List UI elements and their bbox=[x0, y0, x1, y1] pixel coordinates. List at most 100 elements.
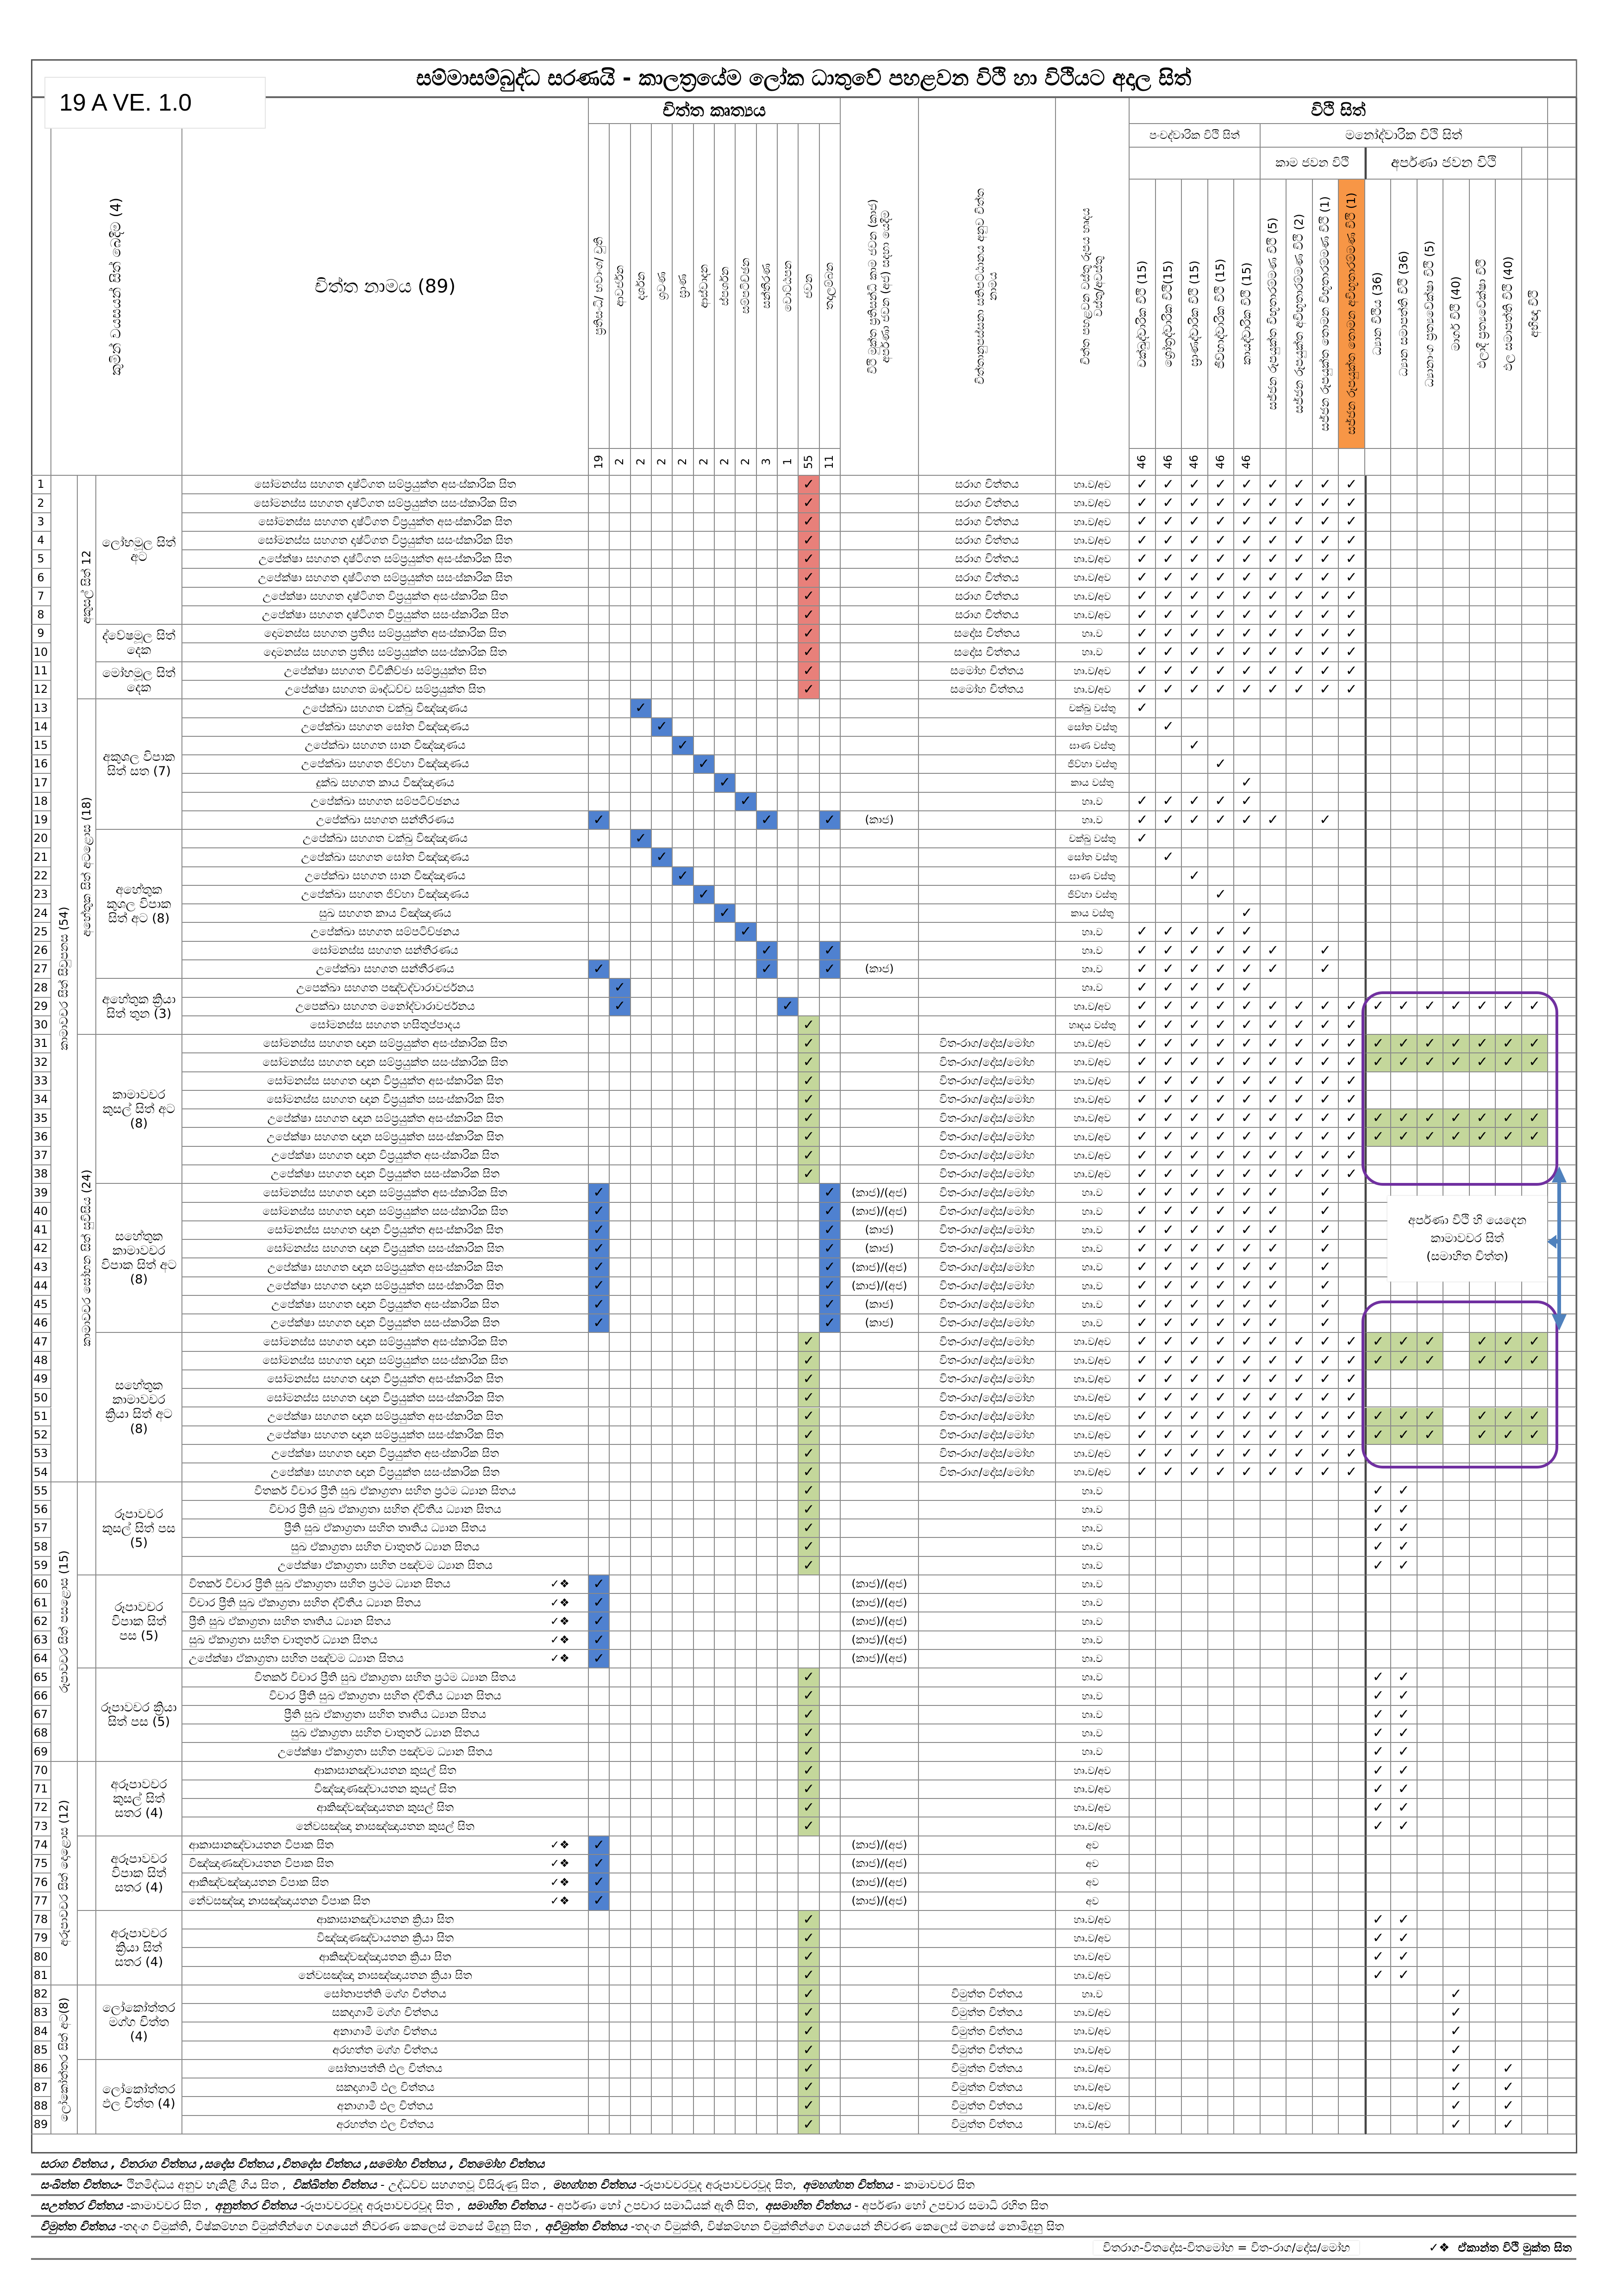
kicca-check-icon: ✓ bbox=[651, 848, 673, 867]
kicca-cell bbox=[631, 625, 652, 644]
citta-name: සෝමනස්ස සහගත සන්තීරණය bbox=[182, 941, 589, 961]
kicca-cell bbox=[610, 941, 631, 961]
vatthu-column-header: චිත්ත පහළවන වස්තු රූපය හෘදය වස්තු/අවස්තු bbox=[1056, 98, 1130, 476]
vithi-cell bbox=[1522, 643, 1548, 662]
vithi-check-icon: ✓ bbox=[1130, 960, 1156, 979]
vithi-cell bbox=[1182, 904, 1208, 923]
vithi-cell bbox=[1443, 531, 1470, 551]
kicca-cell bbox=[693, 848, 715, 867]
kj-cell bbox=[841, 625, 919, 644]
kicca-cell bbox=[631, 531, 652, 551]
kicca-cell bbox=[714, 699, 736, 718]
vithi-cell bbox=[1260, 718, 1287, 737]
kicca-column-header: ආවර්ජන bbox=[610, 124, 631, 449]
vithi-check-icon: ✓ bbox=[1156, 848, 1182, 867]
kicca-count: 2 bbox=[736, 449, 757, 476]
vithi-check-icon: ✓ bbox=[1339, 494, 1365, 513]
kicca-cell bbox=[819, 923, 841, 942]
vithi-cell bbox=[1548, 848, 1576, 867]
vithi-cell bbox=[1287, 923, 1313, 942]
kicca-cell bbox=[673, 699, 694, 718]
vithi-check-icon: ✓ bbox=[1182, 476, 1208, 495]
vithi-check-icon: ✓ bbox=[1182, 680, 1208, 700]
kicca-cell bbox=[777, 960, 799, 979]
vithi-check-icon: ✓ bbox=[1130, 569, 1156, 588]
kicca-cell bbox=[610, 513, 631, 532]
vithi-cell bbox=[1391, 867, 1418, 886]
kicca-cell bbox=[631, 848, 652, 867]
vithi-cell bbox=[1417, 680, 1443, 700]
vithi-cell bbox=[1391, 625, 1418, 644]
vithi-check-icon: ✓ bbox=[1260, 494, 1287, 513]
vithi-check-icon: ✓ bbox=[1339, 662, 1365, 681]
kicca-count: 2 bbox=[651, 449, 673, 476]
kicca-cell bbox=[673, 830, 694, 849]
vithi-check-icon: ✓ bbox=[1339, 680, 1365, 700]
kicca-cell bbox=[777, 830, 799, 849]
footer-def: -රූපාවචරවූද අරූපාවචරවූද සිත , bbox=[300, 2198, 461, 2212]
kicca-count: 2 bbox=[631, 449, 652, 476]
vatthu-cell: හෘ.ව bbox=[1056, 941, 1130, 961]
kicca-cell bbox=[714, 662, 736, 681]
citta-name: උපේක්ඛා සහගත සම්පටිච්ඡනය bbox=[182, 923, 589, 942]
vithi-cell bbox=[1469, 941, 1496, 961]
vithi-cell bbox=[1443, 885, 1470, 905]
kicca-cell bbox=[589, 662, 610, 681]
kicca-cell bbox=[631, 513, 652, 532]
vithi-check-icon: ✓ bbox=[1208, 662, 1234, 681]
vithi-check-icon: ✓ bbox=[1260, 811, 1287, 830]
vithi-column-header: කායද්වාරික විථි (15) bbox=[1234, 180, 1261, 449]
vithi-cell bbox=[1182, 718, 1208, 737]
kicca-cell bbox=[673, 811, 694, 830]
kicca-cell bbox=[693, 774, 715, 793]
vithi-cell bbox=[1548, 643, 1576, 662]
vithi-cell bbox=[1417, 550, 1443, 569]
vithi-check-icon: ✓ bbox=[1208, 587, 1234, 606]
vithi-check-icon: ✓ bbox=[1182, 587, 1208, 606]
row-number: 2 bbox=[31, 494, 51, 513]
vithi-cell bbox=[1417, 531, 1443, 551]
kicca-cell bbox=[777, 885, 799, 905]
vithi-cell bbox=[1548, 941, 1576, 961]
vithi-cell bbox=[1548, 494, 1576, 513]
vithi-cell bbox=[1365, 885, 1391, 905]
kicca-check-icon: ✓ bbox=[693, 885, 715, 905]
row-number: 7 bbox=[31, 587, 51, 606]
vithi-check-icon: ✓ bbox=[1260, 680, 1287, 700]
vithi-check-icon: ✓ bbox=[1182, 923, 1208, 942]
vithi-check-icon: ✓ bbox=[1339, 606, 1365, 625]
kicca-check-icon: ✓ bbox=[714, 904, 736, 923]
vithi-check-icon: ✓ bbox=[1234, 587, 1261, 606]
vithi-cell bbox=[1522, 550, 1548, 569]
kicca-cell bbox=[651, 830, 673, 849]
kicca-cell bbox=[651, 494, 673, 513]
vithi-cell bbox=[1339, 774, 1365, 793]
manodvara-header: මනෝද්වාරික විථි සිත් bbox=[1260, 124, 1548, 148]
vithi-cell bbox=[1469, 476, 1496, 495]
vithi-check-icon: ✓ bbox=[1182, 550, 1208, 569]
vithi-cell bbox=[1469, 513, 1496, 532]
vithi-cell bbox=[1469, 494, 1496, 513]
kicca-cell bbox=[777, 904, 799, 923]
citta-name: උපේක්ඛා සහගත ඝාන විඤ්ඤාණය bbox=[182, 736, 589, 756]
vithi-cell bbox=[1417, 830, 1443, 849]
vithi-cell bbox=[1469, 587, 1496, 606]
kicca-cell bbox=[777, 941, 799, 961]
citta-name: උපේක්ඛා සහගත චක්ඛු විඤ්ඤාණය bbox=[182, 830, 589, 849]
vithi-cell bbox=[1469, 625, 1496, 644]
cittanupassana-cell: සරාග චිත්තය bbox=[919, 569, 1056, 588]
kicca-cell bbox=[631, 774, 652, 793]
vithi-cell bbox=[1156, 885, 1182, 905]
citta-group-label: ද්වේෂමූල සිත් දෙක bbox=[96, 625, 182, 662]
vithi-check-icon: ✓ bbox=[1339, 513, 1365, 532]
citta-name: සෝමනස්ස සහගත දෘෂ්ටිගත සම්ප්‍රයුක්ත සසංස්… bbox=[182, 494, 589, 513]
vithi-cell bbox=[1365, 531, 1391, 551]
vithi-check-icon: ✓ bbox=[1208, 941, 1234, 961]
vithi-check-icon: ✓ bbox=[1130, 625, 1156, 644]
kicca-cell bbox=[736, 569, 757, 588]
citta-group-label: අරූපාවචර විපාක සිත් සතර (4) bbox=[96, 1836, 182, 1911]
kicca-cell bbox=[799, 718, 820, 737]
vithi-cell bbox=[1469, 550, 1496, 569]
cittanupassana-cell bbox=[919, 755, 1056, 774]
kicca-cell bbox=[693, 736, 715, 756]
